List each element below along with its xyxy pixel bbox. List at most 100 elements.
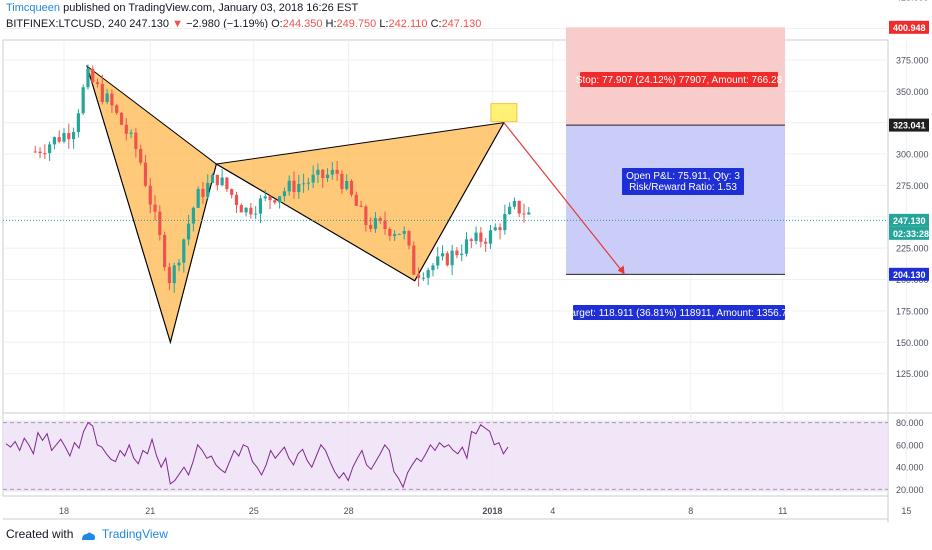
symbol-name: BITFINEX:LTCUSD, 240 [6, 18, 127, 30]
candle-body [163, 234, 167, 268]
candle-body [393, 234, 397, 236]
time-tick-label: 21 [145, 506, 155, 516]
last-price-tag-text: 247.130 [893, 216, 926, 226]
candle-body [325, 174, 330, 179]
price-tick-label: 275.000 [896, 181, 929, 191]
pnl-label-bg [622, 168, 744, 195]
candle-body [62, 133, 66, 142]
candle-body [522, 213, 526, 215]
position-overlay[interactable]: Stop: 77.907 (24.12%) 77907, Amount: 766… [490, 72, 793, 320]
candle-body [469, 239, 473, 242]
candle-body [388, 228, 392, 236]
time-tick-label: 11 [778, 506, 787, 516]
time-tick-label: 4 [550, 506, 555, 516]
candle-body [278, 196, 282, 203]
rsi-line [5, 421, 509, 489]
candle-body [301, 183, 306, 185]
candle-body [57, 137, 61, 142]
time-tick-label: 18 [59, 506, 69, 516]
time-tick-label: 15 [901, 506, 911, 516]
stop-price-tag-text: 400.948 [893, 23, 926, 33]
stop-label-text: Stop: 77.907 (24.12%) 77907, Amount: 766… [576, 75, 783, 86]
candle-body [474, 232, 478, 242]
candle-body [407, 231, 411, 246]
candle-body [508, 206, 512, 215]
close-value: 247.130 [441, 18, 482, 30]
time-tick-label: 28 [344, 506, 354, 516]
candle-body [364, 206, 368, 225]
candle-body [287, 180, 291, 192]
last-price: 247.130 [129, 18, 170, 30]
candle-body [479, 232, 483, 242]
candle-body [167, 267, 172, 284]
candle-body [488, 230, 493, 244]
price-tick-label: 125.000 [896, 369, 929, 379]
entry-price-tag-bg [889, 118, 929, 132]
candle-body [484, 241, 488, 244]
time-tick-label: 2018 [482, 506, 502, 516]
stop-price-tag: 400.948 [889, 20, 929, 34]
pnl-label-text: Open P&L: 75.911, Qty: 3 [626, 171, 740, 182]
target-zone [566, 125, 785, 275]
price-tick-label: 300.000 [896, 150, 929, 160]
countdown-tag-bg [889, 226, 929, 240]
price-tick-label: 375.000 [896, 55, 929, 65]
candle-body [354, 194, 358, 206]
candle-body [402, 231, 406, 234]
price-tick-label: 425.000 [896, 0, 929, 3]
candle-body [95, 82, 100, 85]
candle-body [249, 207, 253, 215]
candle-body [412, 245, 416, 275]
low-value: 242.110 [388, 18, 428, 30]
axes: 125.000150.000175.000200.000225.000250.0… [59, 0, 929, 516]
candle-body [43, 153, 47, 155]
candle-body [196, 188, 200, 208]
candle-body [206, 182, 210, 197]
candle-body [234, 194, 239, 206]
candle-body [191, 207, 195, 224]
pattern-leg-line [86, 66, 505, 345]
candle-body [105, 93, 109, 102]
rsi-tick-label: 60.000 [896, 440, 924, 450]
close-label: C: [430, 18, 442, 30]
stop-price-tag-bg [889, 20, 929, 34]
entry-price-tag-text: 323.041 [893, 121, 926, 131]
candle-body [244, 207, 248, 213]
candle-body [254, 213, 258, 215]
candle-body [440, 253, 445, 257]
pnl-label-text: Risk/Reward Ratio: 1.53 [629, 182, 737, 193]
candle-body [220, 177, 224, 186]
candle-body [335, 169, 339, 174]
candle-body [182, 239, 186, 263]
open-value: 244.350 [282, 18, 323, 30]
author-name[interactable]: Timcqueen [6, 2, 61, 14]
candle-body [33, 151, 37, 153]
candle-body [436, 256, 440, 266]
candle-body [311, 174, 315, 183]
candle-body [369, 224, 373, 229]
target-price-tag: 204.130 [889, 267, 929, 281]
open-label: O: [271, 18, 283, 30]
price-tick-label: 150.000 [896, 338, 929, 348]
publish-info: published on TradingView.com, January 03… [63, 2, 359, 14]
candle-body [397, 233, 402, 235]
entry-price-tag: 323.041 [889, 118, 929, 132]
candle-body [426, 270, 430, 278]
target-price-tag-text: 204.130 [893, 270, 926, 280]
candle-body [172, 265, 176, 284]
position-zones[interactable] [566, 27, 785, 275]
target-zone-box [490, 103, 518, 123]
candle-body [431, 265, 435, 271]
rsi-band [3, 420, 888, 492]
candle-body [282, 191, 287, 197]
tradingview-brand[interactable]: TradingView [101, 527, 168, 541]
target-price-tag-bg [889, 267, 929, 281]
candle-body [359, 205, 363, 207]
candle-body [450, 250, 454, 266]
candle-body [373, 218, 378, 229]
candle-body [230, 189, 234, 195]
candle-body [76, 113, 80, 133]
countdown-tag: 02:33:28 [889, 226, 929, 240]
stop-label: Stop: 77.907 (24.12%) 77907, Amount: 766… [576, 72, 783, 87]
